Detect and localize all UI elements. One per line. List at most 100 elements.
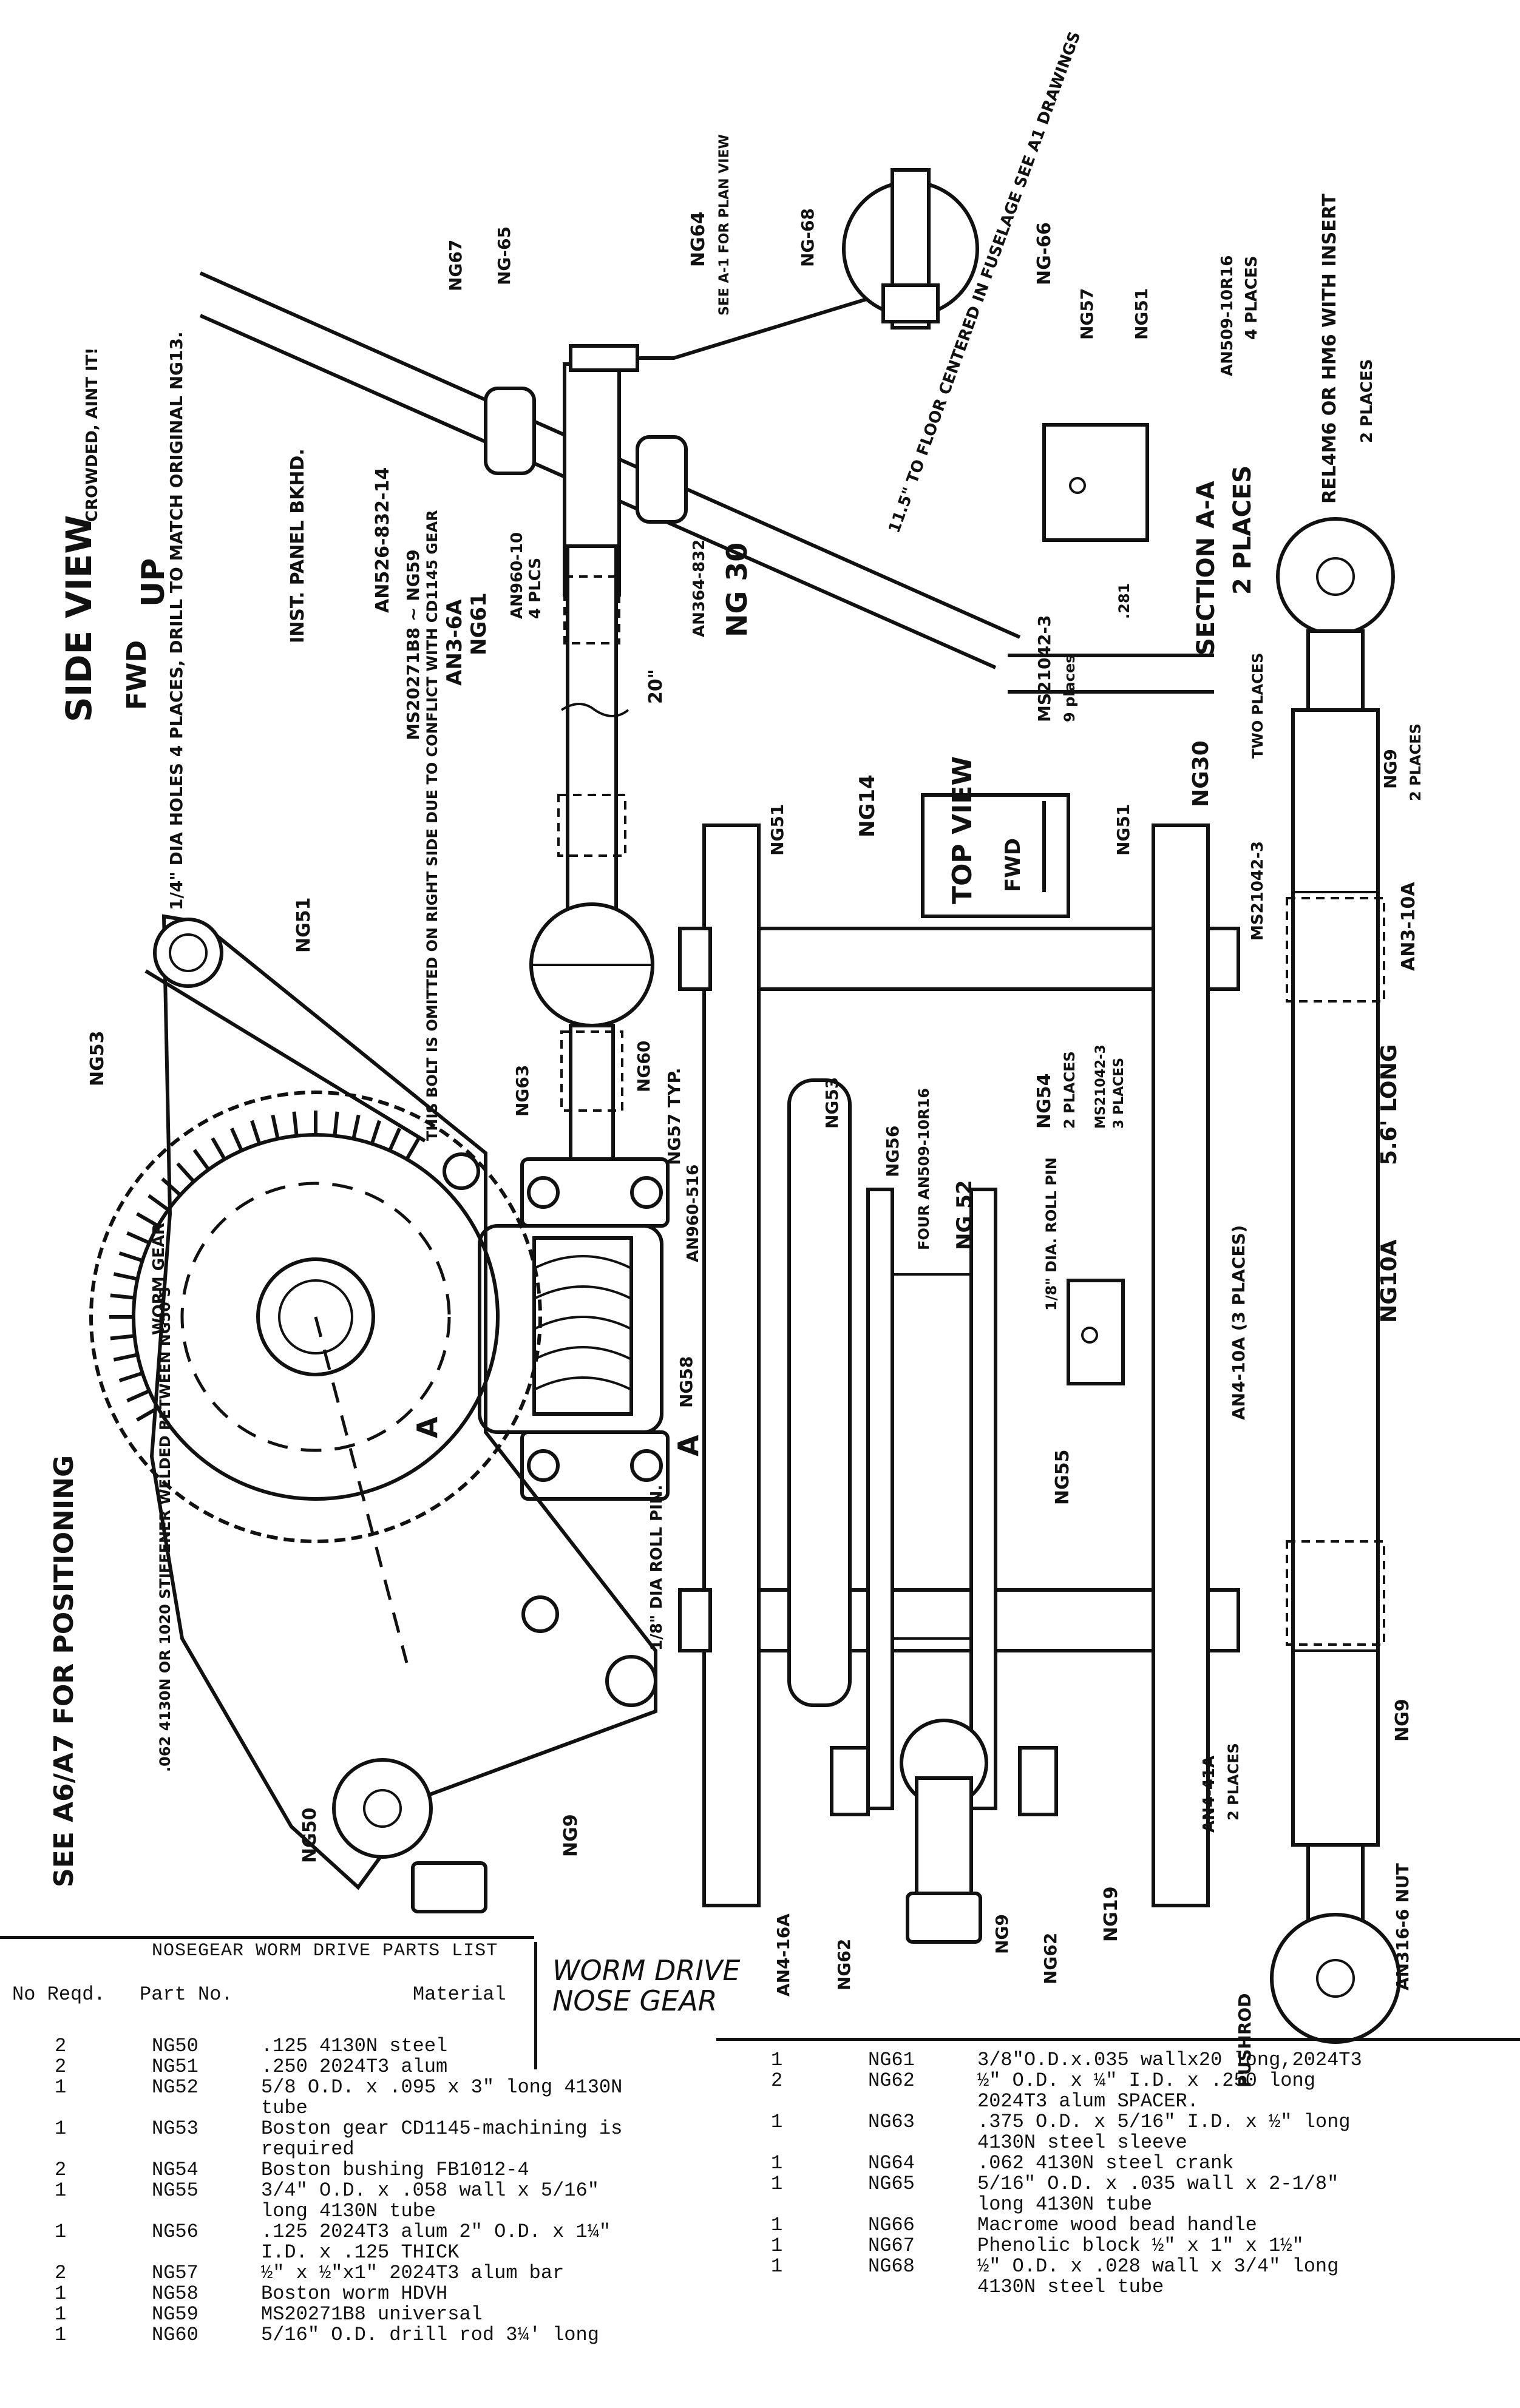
label-an960: AN960-10 [508,532,526,619]
label-an509: AN509-10R16 [1218,255,1237,376]
label-four-an509: FOUR AN509-10R16 [915,1088,932,1250]
label-an3-6a: AN3-6A [443,599,467,686]
label-material-note: .062 4130N OR 1020 STIFFENER WELDED BETW… [157,1287,174,1772]
parts-row: 1 NG66 Macrome wood bead handle [716,2215,1520,2236]
gear-tooth [110,1293,135,1300]
worm-drive-box-rule [534,1942,538,2069]
header-part: Part No. [140,1983,233,2006]
label-ng9-left: NG9 [560,1814,582,1857]
label-see-a6: SEE A6/A7 FOR POSITIONING [49,1455,80,1887]
label-ng67: NG67 [446,240,466,291]
header-qty: No Reqd. [12,1983,106,2006]
label-ng30-right: NG30 [1189,740,1213,807]
part-number: NG57 [152,2262,198,2284]
label-an3-10a: AN3-10A [1398,882,1419,971]
label-ms20271: MS20271B8 ~ NG59 [403,549,423,740]
part-number: NG59 [152,2303,198,2325]
part-material: MS20271B8 universal [261,2303,483,2325]
gear-tooth [292,1111,299,1136]
part-material: .062 4130N steel crank [977,2152,1234,2174]
label-sec-a2: A [672,1435,705,1456]
section-a-a [1008,423,1214,694]
label-ng10a: NG10A [1377,1239,1402,1323]
part-qty: 2 [55,2262,67,2284]
label-an364: AN364-832 [690,539,708,637]
part-material: 5/16" O.D. x .035 wall x 2-1/8" long 413… [977,2173,1339,2216]
part-qty: 1 [55,2117,67,2140]
label-crowded: CROWDED, AINT IT! [83,348,101,522]
parts-row: 1 NG67 Phenolic block ½" x 1" x 1½" [716,2236,1520,2256]
part-qty: 1 [771,2111,783,2133]
label-ng51-t2: NG51 [1113,804,1133,856]
label-ng30-top: NG 30 [721,543,753,637]
part-number: NG65 [868,2173,915,2195]
label-an509-note: 4 PLACES [1243,256,1261,340]
part-qty: 1 [55,2324,67,2346]
parts-row: 1 NG55 3/4" O.D. x .058 wall x 5/16" long … [0,2180,716,2222]
parts-row: 1 NG58 Boston worm HDVH [0,2284,716,2304]
label-ng64-note: SEE A-1 FOR PLAN VIEW [717,134,732,316]
label-ng51-left: NG51 [293,898,314,953]
gear-tooth [388,1128,402,1152]
part-qty: 2 [55,2055,67,2078]
side-view-arm [89,914,657,1913]
gear-tooth [148,1194,170,1212]
part-qty: 1 [771,2152,783,2174]
parts-row: 2 NG50 .125 4130N steel [0,2036,716,2057]
label-ng60: NG60 [634,1041,654,1092]
part-material: ½" O.D. x .028 wall x 3/4" long 4130N st… [977,2255,1339,2298]
gear-tooth [126,1231,151,1245]
label-ng9-r1: NG9 [1380,749,1400,789]
label-worm-gear: WORM GEAR [150,1223,168,1335]
part-material: Boston worm HDVH [261,2282,448,2305]
label-ng62b: NG62 [1040,1933,1060,1984]
label-ng51-t1: NG51 [767,804,787,856]
parts-row: 2 NG51 .250 2024T3 alum [0,2057,716,2077]
parts-row: 1 NG52 5/8 O.D. x .095 x 3" long 4130N tub… [0,2077,716,2119]
label-dim-56: 5.6' LONG [1377,1044,1402,1165]
parts-row: 2 NG62 ½" O.D. x ¼" I.D. x .250 long 2024T… [716,2071,1520,2112]
worm-drive-bottom-rule [716,2038,1520,2041]
gear-tooth [113,1353,138,1362]
top-view-assembly [678,793,1240,1944]
label-an526: AN526-832-14 [372,467,393,613]
gear-tooth [405,1137,421,1160]
part-material: .375 O.D. x 5/16" I.D. x ½" long 4130N s… [977,2111,1351,2154]
gear-tooth [136,1212,159,1228]
gear-tooth [211,1137,226,1160]
part-qty: 1 [55,2303,67,2325]
label-section-aa: SECTION A-A [1192,481,1220,655]
part-number: NG64 [868,2152,915,2174]
part-material: ½" x ½"x1" 2024T3 alum bar [261,2262,565,2284]
label-sec-a1: A [411,1416,444,1438]
part-qty: 2 [55,2035,67,2057]
gear-tooth [126,1389,151,1403]
label-ms21042-right-note: TWO PLACES [1249,653,1266,759]
label-ng56: NG56 [883,1126,903,1177]
parts-list-title: NOSEGEAR WORM DRIVE PARTS LIST [152,1941,498,1961]
parts-row: 1 NG68 ½" O.D. x .028 wall x 3/4" long 413… [716,2256,1520,2298]
parts-row: 2 NG54 Boston bushing FB1012-4 [0,2160,716,2180]
label-an960-516: AN960-516 [684,1165,702,1262]
label-an4-41a: AN4-41A [1200,1756,1218,1833]
part-qty: 1 [771,2255,783,2278]
part-material: .250 2024T3 alum [261,2055,448,2078]
label-an4-16a: AN4-16A [773,1913,793,1997]
label-ng66: NG-66 [1034,222,1055,285]
label-an316: AN316-6 NUT [1393,1863,1413,1990]
part-number: NG66 [868,2214,915,2236]
parts-list-left: 2 NG50 .125 4130N steel 2 NG51 .250 2024T3 al… [0,2036,716,2345]
part-material: 3/8"O.D.x.035 wallx20 long,2024T3 [977,2049,1362,2071]
label-rel4m6-note: 2 PLACES [1358,359,1376,443]
label-holes-note: 1/4" DIA HOLES 4 PLACES, DRILL TO MATCH … [166,331,186,910]
part-material: ½" O.D. x ¼" I.D. x .250 long 2024T3 alu… [977,2069,1315,2112]
label-ng57-typ: NG57 TYP. [664,1067,684,1165]
side-view-assembly [199,168,1021,1501]
part-material: 5/16" O.D. drill rod 3¼' long [261,2324,599,2346]
gear-tooth [161,1177,182,1197]
part-material: .125 4130N steel [261,2035,448,2057]
label-bolt-note: THIS BOLT IS OMITTED ON RIGHT SIDE DUE T… [424,510,441,1141]
label-ng61: NG61 [467,592,491,655]
part-qty: 1 [771,2173,783,2195]
part-material: Macrome wood bead handle [977,2214,1257,2236]
